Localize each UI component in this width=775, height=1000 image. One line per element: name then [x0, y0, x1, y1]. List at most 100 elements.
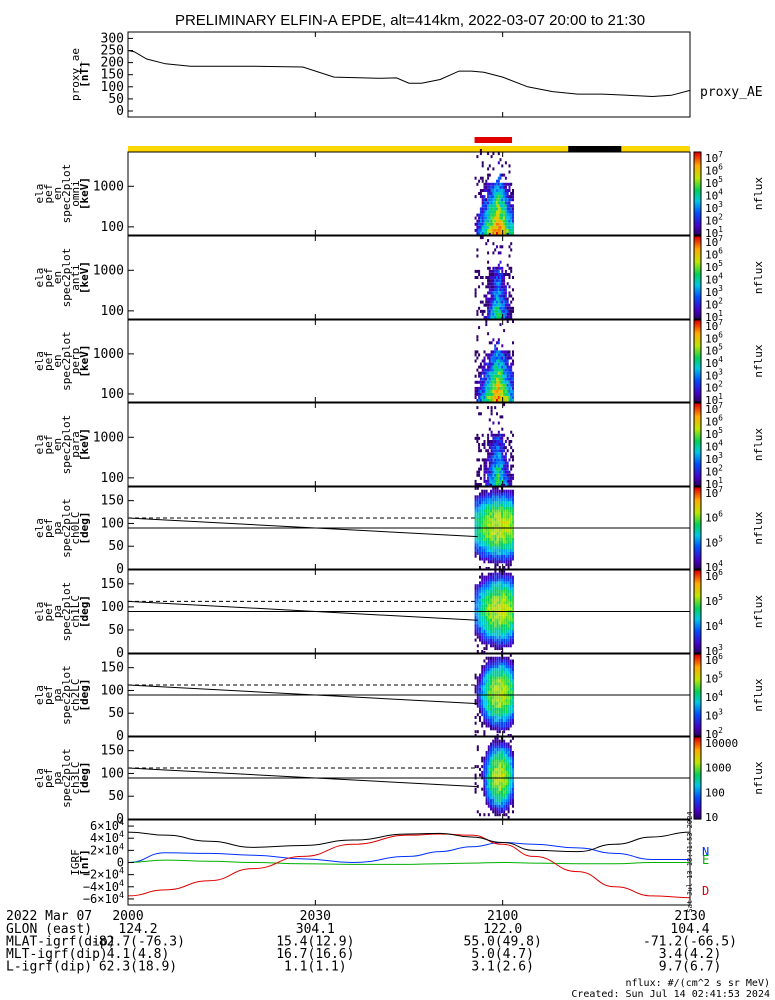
panel-2-spec-cell: [487, 276, 490, 279]
panel-7-spec-cell: [496, 716, 499, 719]
panel-3-spec-cell: [479, 374, 482, 378]
panel-7-spec-cell: [507, 721, 510, 725]
panel-4-ylabel-5: [keV]: [78, 428, 91, 461]
panel-7-spec-cell: [507, 690, 510, 694]
panel-1-spec-cell: [499, 228, 502, 232]
panel-3-spec-cell: [504, 380, 507, 384]
panel-2-spec-cell: [490, 312, 493, 316]
panel-3-spec-cell: [490, 341, 493, 345]
panel-2-spec-cell: [499, 316, 502, 319]
panel-3-spec-cell: [488, 380, 491, 384]
panel-5-spec-cell: [483, 523, 486, 527]
panel-6-spec-cell: [501, 584, 503, 588]
panel-8-spec-cell: [501, 742, 503, 746]
panel-5-colorbar-cell: [694, 521, 701, 525]
panel-5-colorbar-cell: [694, 546, 701, 550]
panel-8-colorbar-cell: [694, 739, 701, 742]
panel-7-spec-cell: [492, 662, 495, 666]
panel-8-spec-cell: [505, 779, 508, 783]
panel-6-spec-cell: [483, 615, 486, 619]
panel-4-spec-cell: [490, 446, 493, 450]
panel-2-spec-cell: [510, 248, 513, 252]
panel-9-ytick-1: 4×104: [90, 829, 124, 845]
panel-3-spec-cell: [479, 365, 482, 369]
panel-8-spec-cell: [503, 742, 506, 746]
panel-1-spec-cell: [496, 232, 498, 235]
panel-3-spec-cell: [501, 368, 504, 372]
panel-7-spec-cell: [507, 656, 510, 660]
panel-2-spec-cell: [503, 306, 506, 310]
panel-1-ytick-1: 100: [101, 220, 124, 235]
panel-5-spec-cell: [487, 540, 490, 544]
panel-8-spec-cell: [507, 753, 510, 757]
panel-5-spec-cell: [492, 534, 495, 538]
panel-4-spec-cell: [479, 412, 482, 416]
panel-4-spec-cell: [499, 449, 502, 453]
panel-5-spec-cell: [481, 503, 484, 507]
ephem-row-label-0: GLON (east): [6, 922, 92, 937]
panel-2-spec-cell: [499, 251, 502, 255]
panel-6-spec-cell: [494, 621, 497, 625]
panel-2-spec-cell: [508, 309, 511, 313]
panel-0-ylabel-0: proxy_ae: [69, 48, 82, 101]
panel-2-colorbar-cell: [694, 250, 701, 254]
panel-1-spec-cell: [510, 232, 513, 235]
panel-3-spec-cell: [508, 389, 511, 393]
panel-4-spec-cell: [503, 446, 506, 450]
panel-8-spec-cell: [487, 767, 490, 771]
panel-7-spec-cell: [490, 716, 492, 719]
panel-2-spec-cell: [497, 291, 500, 295]
panel-5-spec-cell: [474, 549, 477, 552]
panel-5-spec-cell: [498, 520, 501, 524]
panel-5-spec-cell: [481, 498, 484, 502]
panel-6-spec-cell: [509, 630, 512, 633]
panel-4-spec-cell: [488, 479, 491, 483]
panel-6-colorbar-cell: [694, 588, 701, 592]
panel-6-spec-cell: [476, 612, 479, 616]
panel-3-spec-cell: [494, 380, 497, 384]
panel-5-spec-cell: [498, 532, 501, 536]
panel-4-spec-cell: [496, 479, 498, 483]
panel-5-spec-cell: [501, 557, 503, 561]
panel-3-spec-cell: [487, 353, 490, 357]
panel-6-spec-cell: [483, 581, 486, 585]
panel-5-spec-cell: [501, 517, 503, 521]
panel-6-spec-cell: [479, 607, 481, 611]
panel-5-spec-cell: [507, 523, 510, 527]
panel-6-colorbar-cell: [694, 580, 701, 584]
panel-5-spec-cell: [476, 501, 479, 504]
panel-2-spec-cell: [504, 269, 507, 273]
panel-5-spec-cell: [501, 529, 503, 533]
panel-1-spec-cell: [481, 201, 484, 205]
panel-4-spec-cell: [487, 470, 490, 474]
panel-6-spec-cell: [492, 595, 495, 599]
panel-1-spec-cell: [508, 228, 511, 232]
panel-5-spec-cell: [496, 537, 499, 541]
panel-7-spec-cell: [490, 713, 492, 717]
panel-7-spec-cell: [496, 699, 499, 703]
panel-7-spec-cell: [507, 679, 510, 683]
panel-6-spec-cell: [490, 641, 492, 645]
panel-7-spec-cell: [503, 673, 506, 677]
panel-5-spec-cell: [507, 492, 510, 496]
panel-6-spec-cell: [507, 618, 510, 622]
panel-7-spec-cell: [494, 676, 497, 680]
panel-2-spec-cell: [496, 294, 498, 298]
panel-5-spec-cell: [507, 540, 510, 544]
panel-2-spec-cell: [490, 291, 493, 295]
panel-8-spec-cell: [494, 756, 497, 760]
panel-7-spec-cell: [507, 713, 510, 717]
panel-8-spec-cell: [503, 801, 506, 805]
panel-6-spec-cell: [483, 635, 486, 639]
panel-5-spec-cell: [481, 506, 484, 510]
panel-2-spec-cell: [501, 306, 504, 310]
panel-3-spec-cell: [508, 374, 511, 378]
panel-6-spec-cell: [509, 601, 512, 605]
panel-6-spec-cell: [501, 624, 503, 628]
panel-6-spec-cell: [501, 615, 503, 619]
panel-7-spec-cell: [509, 684, 512, 688]
panel-6-spec-cell: [476, 644, 479, 648]
panel-3-spec-cell: [508, 380, 511, 384]
panel-3-spec-cell: [504, 399, 507, 402]
panel-2-spec-cell: [508, 312, 511, 316]
